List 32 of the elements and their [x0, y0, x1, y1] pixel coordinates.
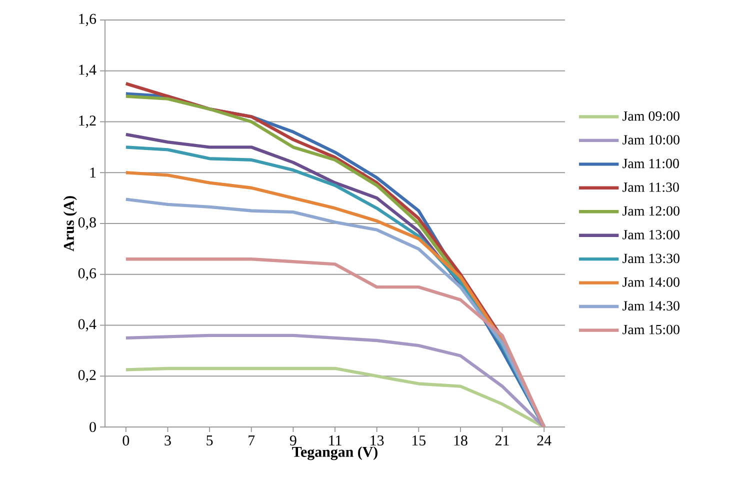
legend-label: Jam 14:30: [622, 301, 680, 311]
x-tick-label: 9: [290, 435, 296, 446]
legend-label: Jam 15:00: [622, 324, 680, 334]
legend-label: Jam 11:00: [622, 158, 679, 168]
x-tick-label: 11: [329, 435, 342, 446]
y-axis-title: Arus (A): [63, 196, 77, 252]
legend-label: Jam 14:00: [622, 277, 680, 287]
y-tick-label: 0,8: [78, 217, 96, 230]
y-tick-label: 0,2: [78, 370, 96, 382]
x-tick-label: 18: [454, 435, 468, 446]
y-tick-label: 0,6: [78, 268, 96, 280]
y-tick-label: 1,2: [79, 116, 96, 128]
x-tick-label: 0: [122, 435, 130, 446]
x-tick-label: 13: [370, 435, 384, 446]
x-tick-label: 15: [412, 435, 426, 446]
legend-label: Jam 13:00: [622, 230, 680, 240]
x-tick-label: 3: [164, 435, 171, 446]
legend-label: Jam 13:30: [622, 254, 680, 264]
legend-label: Jam 10:00: [622, 135, 680, 145]
legend-label: Jam 11:30: [622, 182, 679, 192]
y-tick-label: 0,4: [78, 319, 96, 332]
x-tick-label: 24: [537, 435, 552, 446]
x-axis-title: Tegangan (V): [292, 446, 378, 460]
y-tick-label: 1,4: [79, 64, 96, 77]
x-tick-label: 21: [495, 435, 509, 446]
y-tick-label: 1,6: [79, 14, 96, 26]
legend-label: Jam 09:00: [622, 111, 680, 121]
x-tick-label: 7: [248, 435, 255, 446]
x-tick-label: 5: [206, 435, 213, 446]
legend-label: Jam 12:00: [622, 206, 680, 216]
y-tick-label: 1: [90, 168, 96, 178]
y-tick-label: 0: [90, 422, 96, 432]
